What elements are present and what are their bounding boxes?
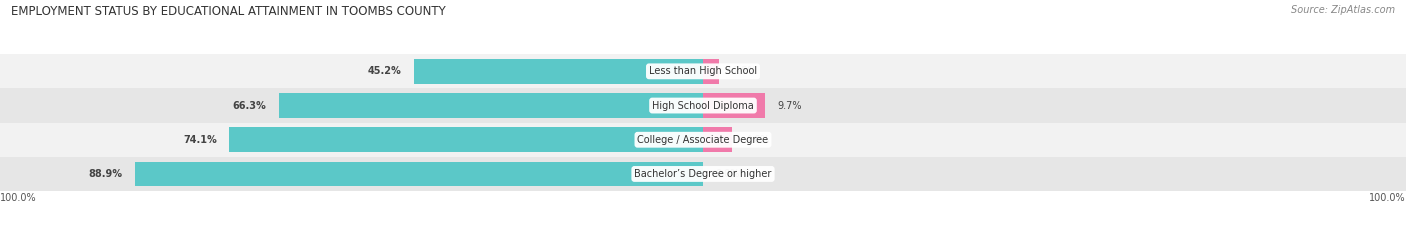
- Text: 4.6%: 4.6%: [745, 135, 769, 145]
- Bar: [703, 89, 1343, 123]
- Text: High School Diploma: High School Diploma: [652, 101, 754, 110]
- Bar: [280, 93, 703, 118]
- Bar: [703, 157, 1343, 191]
- Text: 2.5%: 2.5%: [731, 66, 756, 76]
- Bar: [0, 54, 1406, 89]
- Text: Less than High School: Less than High School: [650, 66, 756, 76]
- Bar: [703, 123, 1343, 157]
- Text: 100.0%: 100.0%: [0, 193, 37, 203]
- Text: 9.7%: 9.7%: [778, 101, 803, 110]
- Text: 88.9%: 88.9%: [89, 169, 122, 179]
- Bar: [703, 59, 718, 84]
- Text: 45.2%: 45.2%: [367, 66, 401, 76]
- Bar: [0, 123, 1406, 157]
- Text: 0.0%: 0.0%: [716, 169, 740, 179]
- Text: 74.1%: 74.1%: [183, 135, 217, 145]
- Text: 66.3%: 66.3%: [233, 101, 267, 110]
- Text: Bachelor’s Degree or higher: Bachelor’s Degree or higher: [634, 169, 772, 179]
- Bar: [0, 89, 1406, 123]
- Bar: [0, 157, 1406, 191]
- Bar: [135, 162, 703, 186]
- Bar: [703, 93, 765, 118]
- Bar: [229, 127, 703, 152]
- Text: College / Associate Degree: College / Associate Degree: [637, 135, 769, 145]
- Text: Source: ZipAtlas.com: Source: ZipAtlas.com: [1291, 5, 1395, 15]
- Text: 100.0%: 100.0%: [1369, 193, 1406, 203]
- Text: EMPLOYMENT STATUS BY EDUCATIONAL ATTAINMENT IN TOOMBS COUNTY: EMPLOYMENT STATUS BY EDUCATIONAL ATTAINM…: [11, 5, 446, 18]
- Bar: [703, 127, 733, 152]
- Bar: [415, 59, 703, 84]
- Bar: [703, 54, 1343, 89]
